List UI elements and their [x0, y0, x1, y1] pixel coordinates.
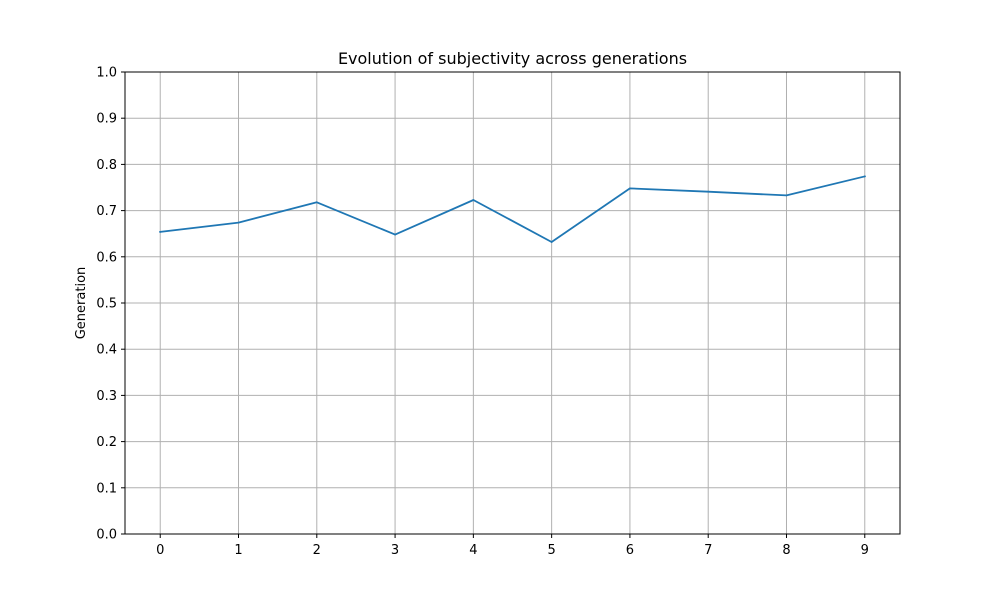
y-tick-label: 0.6 — [96, 250, 117, 265]
y-tick-label: 0.2 — [96, 435, 117, 450]
x-tick-label: 3 — [391, 543, 399, 558]
y-tick-label: 0.7 — [96, 204, 117, 219]
data-point — [550, 241, 553, 243]
y-tick-label: 0.4 — [96, 343, 117, 358]
data-point — [863, 175, 866, 178]
data-point — [629, 187, 631, 190]
y-tick-label: 0.8 — [96, 158, 117, 173]
y-tick-label: 0.5 — [96, 297, 117, 312]
y-tick-label: 0.9 — [96, 112, 117, 127]
data-point — [394, 233, 396, 236]
data-point — [785, 194, 788, 197]
data-point — [707, 190, 710, 193]
y-tick-label: 0.3 — [96, 389, 117, 404]
y-tick-label: 1.0 — [96, 66, 117, 81]
x-tick-label: 5 — [548, 543, 556, 558]
series-line — [159, 175, 866, 243]
data-point — [159, 230, 162, 233]
ticks: 0 1 2 3 4 5 6 7 8 9 0.0 0.1 0.2 0.3 0.4 0.5 0.6 0.7 0.8 0.9… — [96, 66, 869, 559]
y-axis-label: Generation — [74, 267, 89, 340]
data-point — [315, 201, 318, 204]
x-tick-label: 1 — [234, 543, 242, 558]
y-tick-label: 0.0 — [96, 528, 117, 543]
data-point — [472, 199, 475, 201]
x-tick-label: 7 — [704, 543, 712, 558]
y-tick-label: 0.1 — [96, 481, 117, 496]
x-tick-label: 8 — [782, 543, 790, 558]
x-tick-label: 4 — [469, 543, 477, 558]
data-point — [237, 221, 240, 224]
chart-title: Evolution of subjectivity across generat… — [338, 49, 687, 68]
x-tick-label: 2 — [313, 543, 321, 558]
x-tick-label: 9 — [861, 543, 869, 558]
x-tick-label: 6 — [626, 543, 634, 558]
x-tick-label: 0 — [156, 543, 164, 558]
series-layer — [159, 175, 866, 243]
